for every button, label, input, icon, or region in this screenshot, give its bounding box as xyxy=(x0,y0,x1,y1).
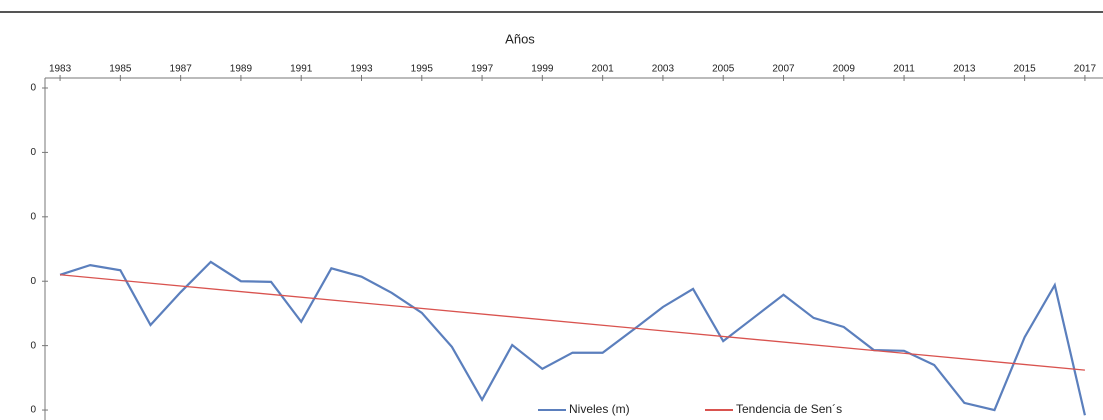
x-tick-label: 2001 xyxy=(592,64,615,75)
x-tick-label: 1983 xyxy=(49,64,72,75)
x-tick-label: 1991 xyxy=(290,64,313,75)
x-tick-label: 1987 xyxy=(170,64,193,75)
line xyxy=(60,274,1085,371)
x-tick-label: 2005 xyxy=(712,64,735,75)
x-tick-label: 2013 xyxy=(953,64,976,75)
x-tick-label: 2003 xyxy=(652,64,675,75)
x-tick-label: 2017 xyxy=(1074,64,1097,75)
x-tick-label: 1985 xyxy=(109,64,132,75)
y-tick-label: 0 xyxy=(30,340,36,351)
y-tick-label: 0 xyxy=(30,211,36,222)
x-axis-title: Años xyxy=(505,31,535,46)
x-tick-label: 1997 xyxy=(471,64,494,75)
y-tick-label: 0 xyxy=(30,147,36,158)
x-tick-label: 1995 xyxy=(411,64,434,75)
x-tick-label: 2009 xyxy=(833,64,856,75)
legend-label: Tendencia de Sen´s xyxy=(736,402,842,416)
x-tick-label: 1993 xyxy=(350,64,373,75)
x-tick-label: 1999 xyxy=(531,64,554,75)
y-tick-label: 0 xyxy=(30,83,36,94)
x-tick-label: 2015 xyxy=(1014,64,1037,75)
line xyxy=(59,260,1086,416)
y-tick-label: 0 xyxy=(30,276,36,287)
y-tick-label: 0 xyxy=(30,405,36,416)
legend-label: Niveles (m) xyxy=(569,402,630,416)
x-tick-label: 1989 xyxy=(230,64,253,75)
x-tick-label: 2011 xyxy=(893,64,915,75)
x-tick-label: 2007 xyxy=(772,64,795,75)
